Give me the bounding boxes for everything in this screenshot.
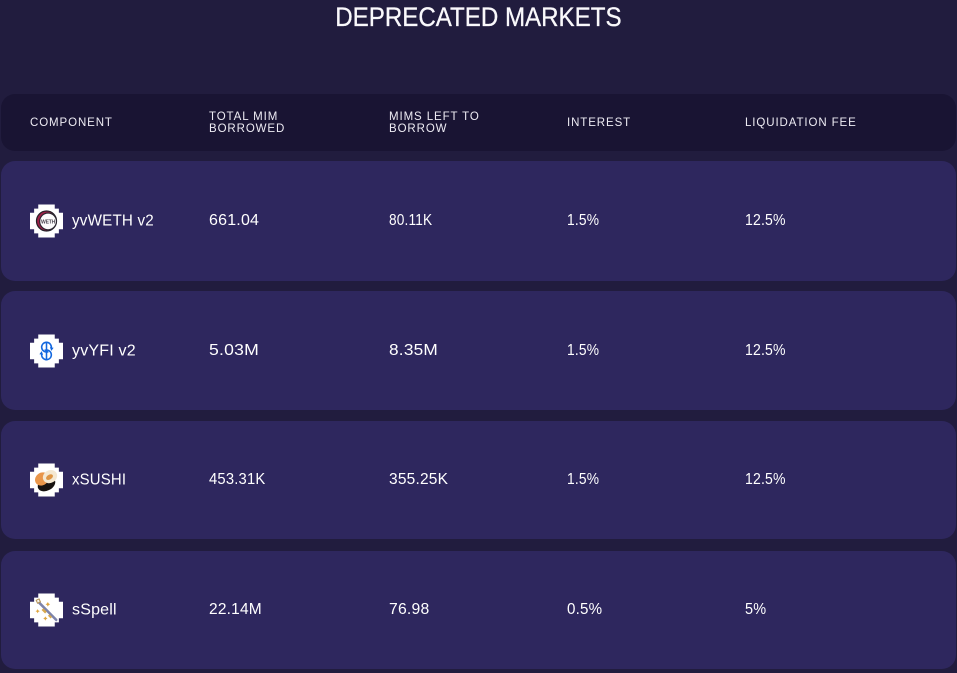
svg-text:WETH: WETH [41, 219, 56, 225]
